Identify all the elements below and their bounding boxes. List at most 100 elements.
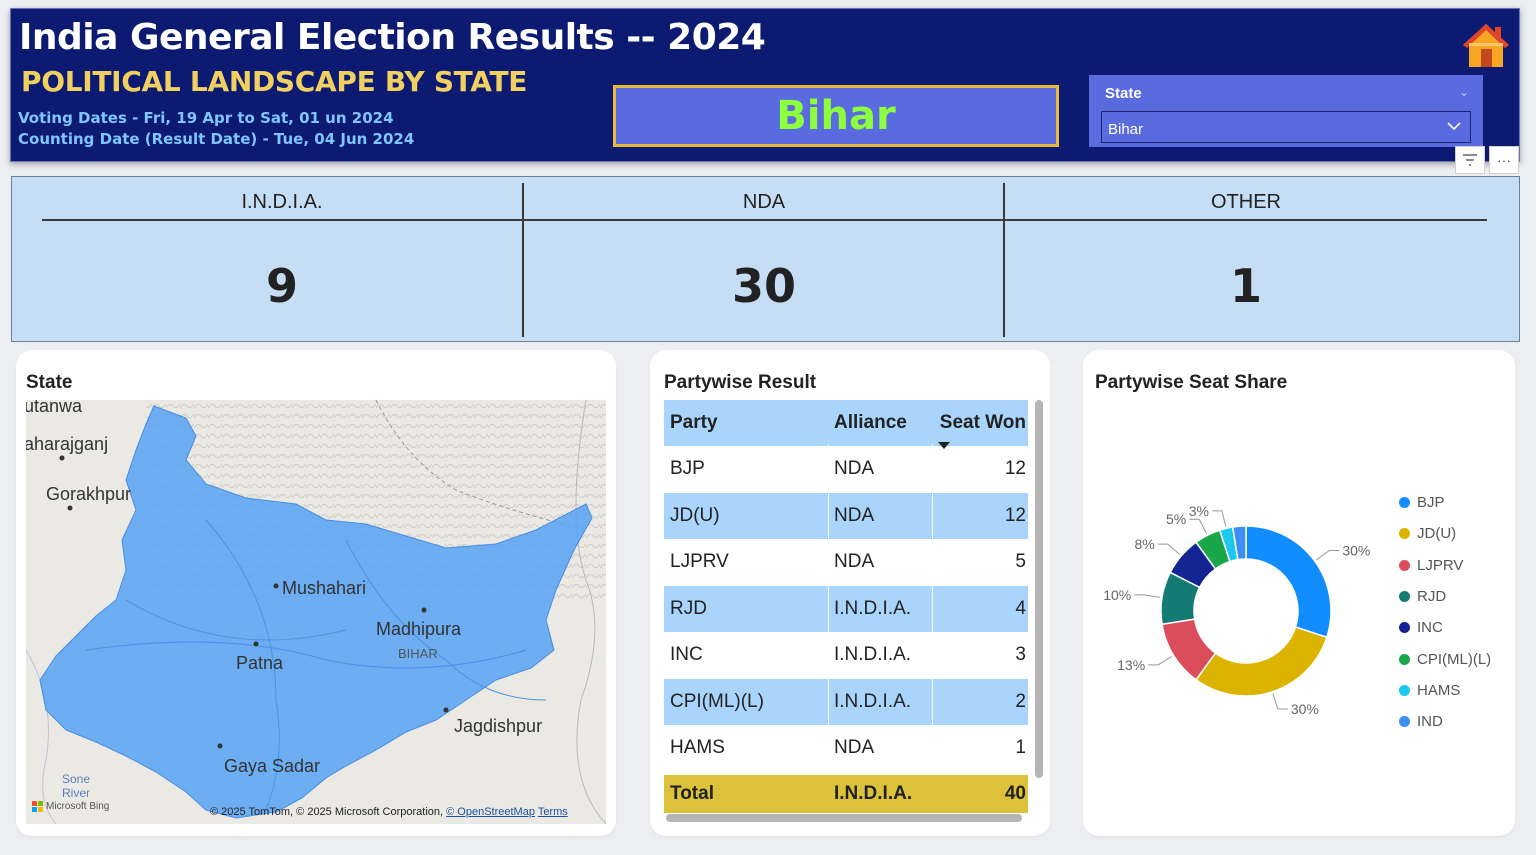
kpi-india: I.N.D.I.A. 9	[42, 177, 522, 341]
legend-item[interactable]: JD(U)	[1399, 525, 1456, 542]
kpi-underline	[524, 219, 1004, 221]
table-horizontal-scrollbar[interactable]	[666, 814, 1022, 822]
kpi-label: I.N.D.I.A.	[241, 191, 323, 213]
donut-slice[interactable]	[1231, 525, 1247, 561]
table-row[interactable]: HAMS NDA 1	[664, 725, 1028, 771]
table-row[interactable]: CPI(ML)(L) I.N.D.I.A. 2	[664, 678, 1028, 725]
state-slicer[interactable]: State ⌄ Bihar	[1089, 75, 1483, 147]
map-label: Mushahari	[282, 578, 367, 598]
column-separator	[932, 444, 933, 812]
map-title: State	[26, 372, 73, 393]
map-label: utanwa	[26, 400, 83, 416]
state-dropdown[interactable]: Bihar	[1101, 111, 1471, 143]
map-label: aharajganj	[26, 434, 109, 454]
legend-swatch	[1399, 653, 1410, 665]
data-label-leader	[1157, 543, 1181, 555]
data-label: 5%	[1166, 511, 1186, 527]
legend-item[interactable]: HAMS	[1399, 682, 1460, 699]
filter-icon[interactable]	[1455, 146, 1485, 174]
cell-seats: 2	[1015, 690, 1026, 712]
chart-title: Partywise Seat Share	[1095, 372, 1288, 393]
data-label-leader	[1189, 518, 1207, 534]
legend-swatch	[1399, 497, 1410, 508]
table-row[interactable]: BJP NDA 12	[664, 446, 1028, 492]
donut-slice[interactable]	[1245, 525, 1332, 639]
total-alliance: I.N.D.I.A.	[834, 783, 913, 804]
terms-link[interactable]: Terms	[537, 806, 568, 818]
cell-seats: 12	[1004, 458, 1026, 479]
legend-item[interactable]: BJP	[1399, 494, 1445, 511]
data-label: 8%	[1134, 536, 1154, 552]
table-header-row: Party Alliance Seat Won	[664, 400, 1028, 449]
chevron-down-icon[interactable]: ⌄	[1458, 85, 1469, 99]
map-label: Gorakhpur	[46, 484, 132, 504]
legend-item[interactable]: INC	[1399, 619, 1443, 636]
column-header-party[interactable]: Party	[670, 412, 718, 433]
table-row[interactable]: JD(U) NDA 12	[664, 492, 1028, 539]
legend-label: INC	[1417, 619, 1443, 637]
data-label-leader	[1211, 510, 1227, 527]
cell-party: HAMS	[670, 737, 725, 758]
more-options-icon[interactable]: ···	[1489, 146, 1519, 174]
kpi-other: OTHER 1	[1005, 177, 1487, 341]
cell-seats: 3	[1015, 644, 1026, 665]
counting-date: Counting Date (Result Date) - Tue, 04 Ju…	[18, 130, 415, 148]
chevron-down-icon[interactable]	[1446, 118, 1462, 134]
data-label: 3%	[1189, 503, 1209, 519]
cell-party: RJD	[670, 597, 707, 619]
legend-label: RJD	[1417, 587, 1447, 605]
legend-item[interactable]: IND	[1399, 713, 1443, 730]
table-total-row: Total I.N.D.I.A. 40	[664, 775, 1028, 813]
copyright-text: © 2025 TomTom, © 2025 Microsoft Corporat…	[210, 806, 444, 818]
map-label: Jagdishpur	[454, 716, 543, 736]
map-label: Gaya Sadar	[224, 756, 321, 776]
legend-label: CPI(ML)(L)	[1417, 650, 1492, 668]
table-row[interactable]: LJPRV NDA 5	[664, 539, 1028, 585]
donut-slice[interactable]	[1194, 626, 1328, 697]
cell-party: CPI(ML)(L)	[670, 690, 764, 712]
table-vertical-scrollbar[interactable]	[1035, 400, 1043, 778]
kpi-value: 30	[731, 259, 796, 313]
kpi-nda: NDA 30	[524, 177, 1004, 341]
seat-share-card: Partywise Seat Share 30% 30% 13% 10% 8% 5% 3% …	[1089, 356, 1509, 830]
header-banner: India General Election Results -- 2024 P…	[10, 8, 1520, 162]
legend-swatch	[1399, 559, 1410, 571]
bing-label: Microsoft Bing	[46, 801, 110, 812]
table-row[interactable]: RJD I.N.D.I.A. 4	[664, 585, 1028, 632]
kpi-value: 1	[1229, 259, 1262, 313]
cell-alliance: NDA	[834, 551, 875, 572]
map-label: River	[62, 786, 91, 800]
microsoft-logo-icon	[32, 801, 43, 812]
data-label-leader	[1316, 549, 1340, 561]
legend-swatch	[1399, 528, 1410, 540]
page-title: India General Election Results -- 2024	[19, 17, 766, 58]
kpi-divider	[1003, 183, 1005, 337]
data-label-leader	[1148, 656, 1173, 666]
kpi-value: 9	[265, 259, 298, 313]
party-result-card: Partywise Result Party Alliance Seat Won…	[656, 356, 1044, 830]
legend-item[interactable]: CPI(ML)(L)	[1399, 651, 1491, 668]
legend-item[interactable]: RJD	[1399, 588, 1446, 605]
osm-link[interactable]: © OpenStreetMap	[446, 806, 535, 818]
cell-alliance: I.N.D.I.A.	[834, 597, 912, 619]
total-party: Total	[670, 783, 714, 804]
cell-alliance: NDA	[834, 458, 875, 479]
data-label: 30%	[1342, 542, 1370, 558]
sort-descending-icon	[938, 442, 950, 449]
state-map[interactable]: utanwa aharajganj Gorakhpur Mushahari Ma…	[26, 400, 606, 824]
home-icon[interactable]	[1461, 21, 1511, 69]
voting-dates: Voting Dates - Fri, 19 Apr to Sat, 01 un…	[18, 109, 394, 127]
legend-swatch	[1399, 684, 1410, 696]
data-label-leader	[1272, 693, 1288, 710]
legend-item[interactable]: LJPRV	[1399, 557, 1463, 574]
legend-swatch	[1399, 622, 1410, 634]
cell-alliance: NDA	[834, 737, 875, 758]
column-header-seats[interactable]: Seat Won	[932, 412, 1028, 449]
kpi-label: NDA	[742, 191, 786, 213]
legend-label: IND	[1417, 713, 1443, 731]
page-subtitle: POLITICAL LANDSCAPE BY STATE	[21, 65, 528, 98]
seat-share-donut[interactable]: 30% 30% 13% 10% 8% 5%3%	[1089, 356, 1509, 830]
table-row[interactable]: INC I.N.D.I.A. 3	[664, 632, 1028, 678]
column-header-alliance[interactable]: Alliance	[834, 412, 907, 433]
map-canvas	[26, 400, 606, 824]
